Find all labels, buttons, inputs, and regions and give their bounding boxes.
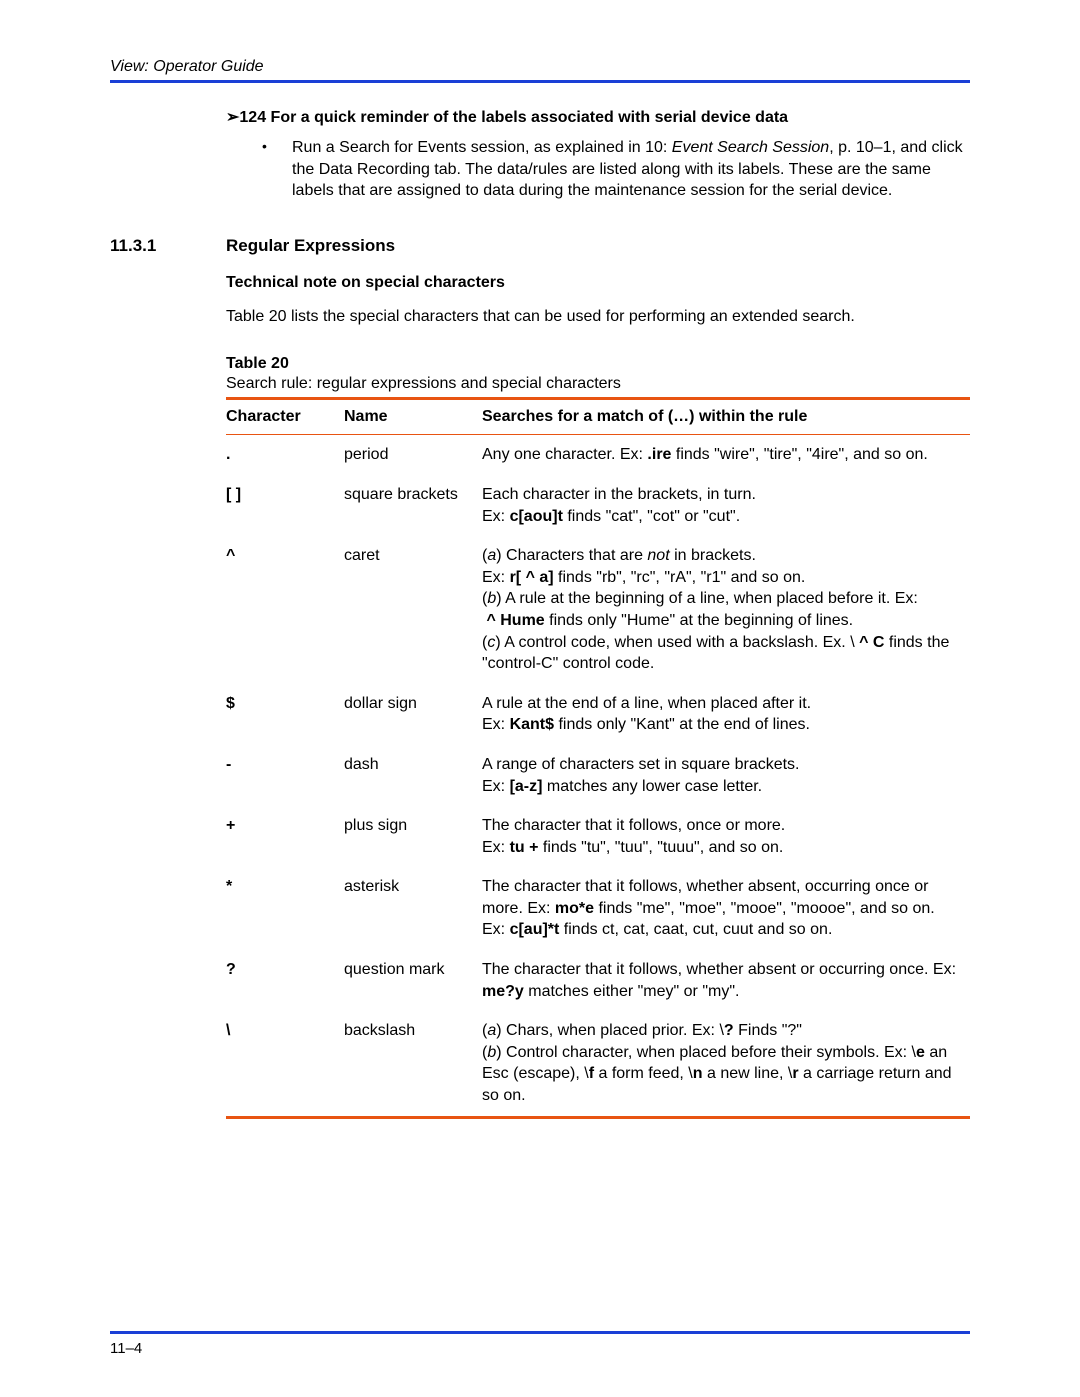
tip-block: ➢124 For a quick reminder of the labels … xyxy=(226,107,970,202)
cell-description: The character that it follows, once or m… xyxy=(482,806,970,867)
page-body: ➢124 For a quick reminder of the labels … xyxy=(110,83,970,1119)
table-wrap: Character Name Searches for a match of (… xyxy=(226,397,970,1118)
page-footer: 11–4 xyxy=(110,1331,970,1357)
cell-character: . xyxy=(226,435,344,475)
cell-description: The character that it follows, whether a… xyxy=(482,867,970,950)
cell-name: dollar sign xyxy=(344,684,482,745)
table-row: +plus signThe character that it follows,… xyxy=(226,806,970,867)
th-desc: Searches for a match of (…) within the r… xyxy=(482,400,970,434)
cell-name: period xyxy=(344,435,482,475)
table-row: $dollar signA rule at the end of a line,… xyxy=(226,684,970,745)
cell-name: asterisk xyxy=(344,867,482,950)
section-body: Technical note on special characters Tab… xyxy=(226,274,970,394)
table-caption: Search rule: regular expressions and spe… xyxy=(226,375,970,393)
table-header-row: Character Name Searches for a match of (… xyxy=(226,400,970,434)
table-row: *asteriskThe character that it follows, … xyxy=(226,867,970,950)
bullet-marker-icon: • xyxy=(262,137,292,202)
cell-character: - xyxy=(226,745,344,806)
cell-description: The character that it follows, whether a… xyxy=(482,950,970,1011)
table-row: ?question markThe character that it foll… xyxy=(226,950,970,1011)
cell-description: (a) Chars, when placed prior. Ex: \? Fin… xyxy=(482,1011,970,1115)
cell-name: plus sign xyxy=(344,806,482,867)
table-row: ^caret(a) Characters that are not in bra… xyxy=(226,536,970,684)
header-title: View: Operator Guide xyxy=(110,58,264,76)
cell-name: dash xyxy=(344,745,482,806)
table-row: .periodAny one character. Ex: .ire finds… xyxy=(226,435,970,475)
cell-description: Each character in the brackets, in turn.… xyxy=(482,475,970,536)
cell-description: Any one character. Ex: .ire finds "wire"… xyxy=(482,435,970,475)
cell-description: A rule at the end of a line, when placed… xyxy=(482,684,970,745)
page-header: View: Operator Guide xyxy=(110,58,970,76)
footer-rule xyxy=(110,1331,970,1334)
cell-character: ? xyxy=(226,950,344,1011)
section-number: 11.3.1 xyxy=(110,236,226,256)
th-character: Character xyxy=(226,400,344,434)
cell-character: ^ xyxy=(226,536,344,684)
tip-bullet: • Run a Search for Events session, as ex… xyxy=(262,137,970,202)
tip-heading: ➢124 For a quick reminder of the labels … xyxy=(226,107,970,127)
cell-character: \ xyxy=(226,1011,344,1115)
page-number: 11–4 xyxy=(110,1340,970,1357)
page: View: Operator Guide ➢124 For a quick re… xyxy=(0,0,1080,1397)
table-row: [ ]square bracketsEach character in the … xyxy=(226,475,970,536)
cell-character: * xyxy=(226,867,344,950)
cell-name: square brackets xyxy=(344,475,482,536)
table-row: -dashA range of characters set in square… xyxy=(226,745,970,806)
cell-character: + xyxy=(226,806,344,867)
table-caption-bold: Table 20 xyxy=(226,355,970,373)
section-paragraph: Table 20 lists the special characters th… xyxy=(226,306,970,328)
cell-name: caret xyxy=(344,536,482,684)
section-title: Regular Expressions xyxy=(226,236,395,256)
regex-table: Character Name Searches for a match of (… xyxy=(226,400,970,1115)
section-heading-row: 11.3.1 Regular Expressions xyxy=(110,236,970,256)
cell-name: backslash xyxy=(344,1011,482,1115)
table-bottom-rule xyxy=(226,1116,970,1119)
cell-character: $ xyxy=(226,684,344,745)
table-row: \backslash(a) Chars, when placed prior. … xyxy=(226,1011,970,1115)
technical-note-heading: Technical note on special characters xyxy=(226,274,970,292)
cell-name: question mark xyxy=(344,950,482,1011)
tip-bullet-text: Run a Search for Events session, as expl… xyxy=(292,137,970,202)
th-name: Name xyxy=(344,400,482,434)
cell-description: A range of characters set in square brac… xyxy=(482,745,970,806)
cell-character: [ ] xyxy=(226,475,344,536)
cell-description: (a) Characters that are not in brackets.… xyxy=(482,536,970,684)
